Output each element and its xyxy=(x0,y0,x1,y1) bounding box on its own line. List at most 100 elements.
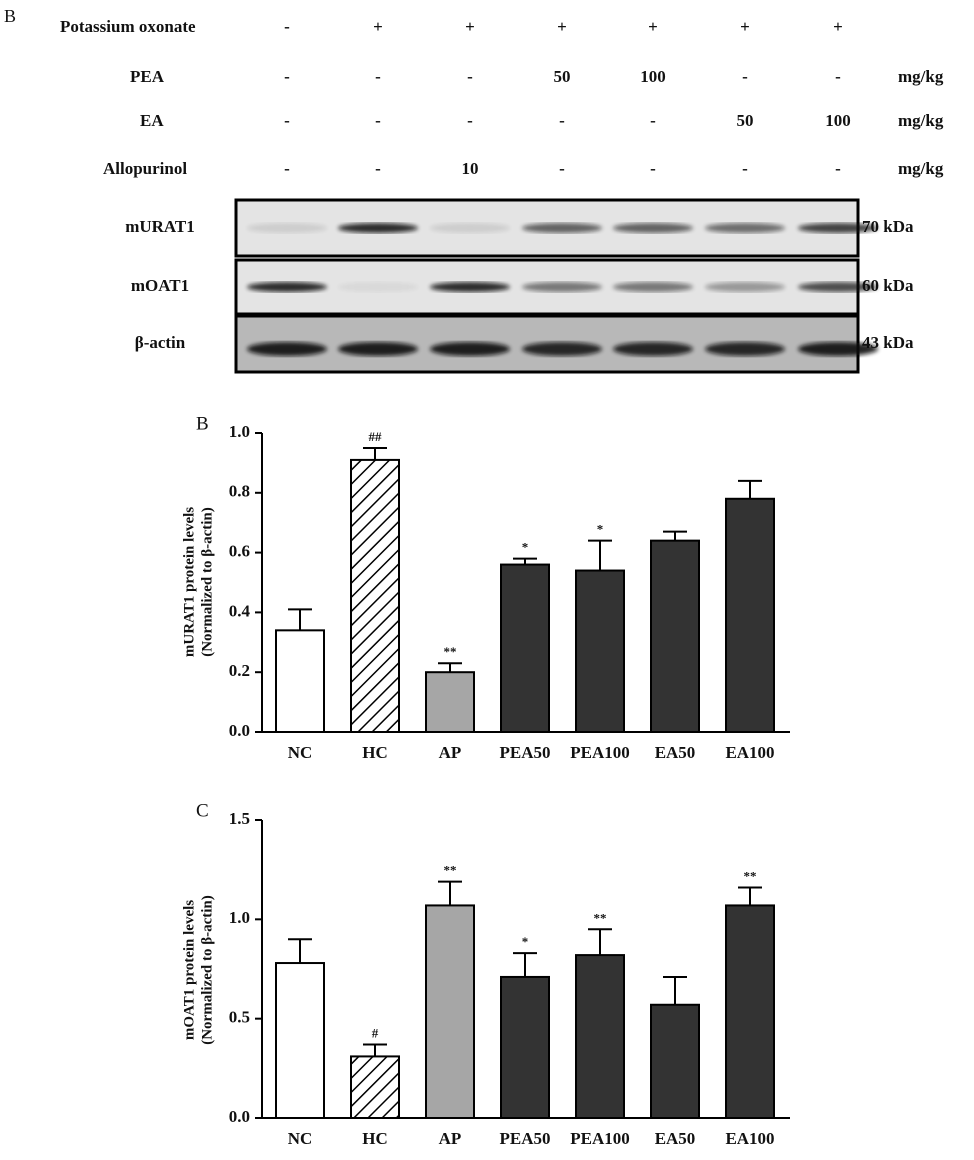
x-tick-label: PEA100 xyxy=(570,1129,630,1148)
cell: - xyxy=(375,159,381,178)
bar xyxy=(650,1003,700,1120)
cell: - xyxy=(284,67,290,86)
unit: mg/kg xyxy=(898,111,944,130)
significance: ## xyxy=(369,429,383,444)
x-tick-label: PEA100 xyxy=(570,743,630,762)
band xyxy=(798,342,878,356)
x-tick-label: NC xyxy=(288,743,313,762)
bar xyxy=(275,629,325,734)
cell: + xyxy=(557,17,567,36)
significance: * xyxy=(522,934,529,949)
y-tick-label: 0.8 xyxy=(229,482,250,501)
cell: - xyxy=(284,17,290,36)
unit: mg/kg xyxy=(898,67,944,86)
cell: - xyxy=(467,67,473,86)
x-tick-label: EA100 xyxy=(725,1129,774,1148)
bar xyxy=(500,975,550,1119)
x-tick-label: AP xyxy=(439,1129,462,1148)
cell: + xyxy=(373,17,383,36)
y-tick-label: 0.5 xyxy=(229,1008,250,1027)
row-label: Allopurinol xyxy=(103,159,187,178)
significance: ** xyxy=(594,910,607,925)
cell: 100 xyxy=(825,111,851,130)
significance: * xyxy=(522,540,529,555)
band xyxy=(338,223,418,233)
band-label: β-actin xyxy=(135,333,186,352)
panel-label: B xyxy=(196,413,209,434)
band xyxy=(705,282,785,292)
band xyxy=(430,223,510,233)
y-tick-label: 1.0 xyxy=(229,422,250,441)
cell: - xyxy=(375,67,381,86)
bar xyxy=(500,563,550,733)
y-axis-label: mURAT1 protein levels xyxy=(181,507,197,657)
y-tick-label: 1.0 xyxy=(229,908,250,927)
x-tick-label: EA50 xyxy=(655,743,696,762)
significance: ** xyxy=(744,869,757,884)
bar xyxy=(350,458,400,733)
band xyxy=(613,282,693,292)
cell: - xyxy=(742,67,748,86)
y-tick-label: 0.0 xyxy=(229,721,250,740)
significance: * xyxy=(597,522,604,537)
cell: - xyxy=(284,111,290,130)
row-label: Potassium oxonate xyxy=(60,17,196,36)
band xyxy=(613,342,693,356)
x-tick-label: EA50 xyxy=(655,1129,696,1148)
band-size: 70 kDa xyxy=(862,217,914,236)
band xyxy=(522,223,602,233)
bar xyxy=(425,671,475,734)
band xyxy=(247,342,327,356)
cell: - xyxy=(375,111,381,130)
x-tick-label: NC xyxy=(288,1129,313,1148)
band-label: mURAT1 xyxy=(125,217,195,236)
cell: + xyxy=(465,17,475,36)
y-tick-label: 1.5 xyxy=(229,809,250,828)
band xyxy=(522,342,602,356)
row-label: EA xyxy=(140,111,164,130)
unit: mg/kg xyxy=(898,159,944,178)
cell: - xyxy=(284,159,290,178)
bar xyxy=(725,497,775,733)
cell: - xyxy=(742,159,748,178)
bar xyxy=(275,962,325,1119)
panel-label: B xyxy=(4,6,16,26)
cell: - xyxy=(467,111,473,130)
cell: 50 xyxy=(737,111,754,130)
band xyxy=(613,223,693,233)
y-tick-label: 0.4 xyxy=(229,601,251,620)
band xyxy=(705,342,785,356)
x-tick-label: PEA50 xyxy=(500,1129,551,1148)
band-size: 60 kDa xyxy=(862,276,914,295)
x-tick-label: PEA50 xyxy=(500,743,551,762)
band xyxy=(430,342,510,356)
x-tick-label: HC xyxy=(362,1129,388,1148)
cell: + xyxy=(648,17,658,36)
significance: ** xyxy=(444,863,457,878)
significance: # xyxy=(372,1025,379,1040)
bar xyxy=(350,1055,400,1119)
band xyxy=(247,282,327,292)
y-axis-label: (Normalized to β-actin) xyxy=(199,895,215,1045)
cell: 10 xyxy=(462,159,479,178)
cell: - xyxy=(559,159,565,178)
row-label: PEA xyxy=(130,67,165,86)
cell: 50 xyxy=(554,67,571,86)
band xyxy=(798,223,878,233)
cell: + xyxy=(833,17,843,36)
bar xyxy=(575,954,625,1119)
cell: - xyxy=(835,159,841,178)
bar xyxy=(725,904,775,1120)
cell: - xyxy=(650,159,656,178)
band xyxy=(705,223,785,233)
bar xyxy=(650,539,700,734)
bar xyxy=(575,569,625,733)
x-tick-label: EA100 xyxy=(725,743,774,762)
band xyxy=(430,282,510,292)
cell: + xyxy=(740,17,750,36)
bar xyxy=(425,904,475,1120)
y-axis-label: mOAT1 protein levels xyxy=(181,900,197,1040)
y-axis-label: (Normalized to β-actin) xyxy=(199,507,215,657)
cell: 100 xyxy=(640,67,666,86)
